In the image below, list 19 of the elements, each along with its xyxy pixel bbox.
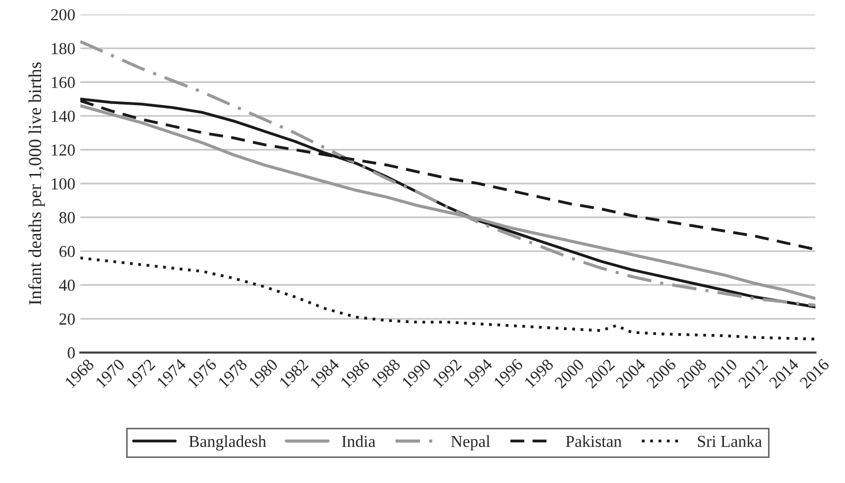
y-tick-label: 140 bbox=[52, 110, 75, 122]
y-tick-label: 20 bbox=[59, 313, 75, 325]
y-axis-title: Infant deaths per 1,000 live births bbox=[28, 62, 45, 305]
y-tick-label: 40 bbox=[59, 280, 75, 291]
legend-label: Bangladesh bbox=[189, 435, 266, 450]
y-tick-label: 160 bbox=[52, 76, 75, 88]
line-series bbox=[80, 40, 816, 307]
y-tick-label: 60 bbox=[59, 246, 75, 258]
legend-label: Pakistan bbox=[566, 435, 622, 448]
y-tick-label: 200 bbox=[51, 9, 75, 20]
y-tick-label: 0 bbox=[68, 347, 75, 359]
legend-label: Nepal bbox=[451, 435, 490, 450]
legend-label: Sri Lanka bbox=[698, 435, 762, 448]
y-tick-label: 80 bbox=[59, 212, 75, 224]
y-tick-label: 100 bbox=[52, 178, 75, 190]
line-series bbox=[80, 256, 816, 340]
legend-label: India bbox=[342, 435, 376, 448]
y-tick-label: 180 bbox=[52, 43, 75, 54]
y-tick-label: 120 bbox=[52, 144, 75, 156]
